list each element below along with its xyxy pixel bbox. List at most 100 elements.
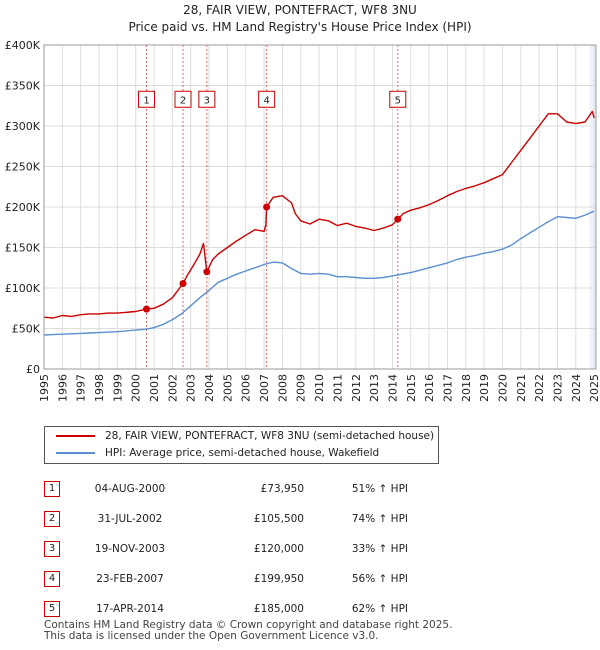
legend-swatch-hpi: [56, 452, 95, 454]
sale-hpi-change: 51% ↑ HPI: [351, 483, 408, 495]
x-tick-label: 2024: [570, 374, 583, 402]
x-tick-label: 1999: [111, 374, 124, 402]
sale-date: 23-FEB-2007: [96, 573, 164, 585]
x-tick-label: 1998: [93, 374, 106, 402]
sale-date: 04-AUG-2000: [94, 483, 166, 495]
sale-number-badge: 4: [44, 571, 60, 587]
x-tick-label: 2011: [331, 374, 344, 402]
sale-marker-label: 2: [180, 95, 186, 106]
sale-number-cell: 1: [44, 474, 72, 504]
y-tick-label: £250K: [5, 161, 41, 174]
sale-price: £73,950: [260, 483, 304, 495]
x-tick-label: 2010: [313, 374, 326, 402]
legend-swatch-property: [56, 435, 95, 437]
x-tick-label: 2005: [221, 374, 234, 402]
x-tick-label: 2009: [295, 374, 308, 402]
x-tick-label: 2017: [441, 374, 454, 402]
sale-number-badge: 2: [44, 511, 60, 527]
sale-marker-label: 3: [204, 95, 210, 106]
sale-price: £105,500: [253, 513, 304, 525]
sale-marker-badge: [258, 90, 276, 108]
sale-hpi-change: 56% ↑ HPI: [351, 573, 408, 585]
y-tick-label: £0: [26, 363, 40, 376]
sales-table: 1 04-AUG-2000 £73,950 51% ↑ HPI 2 31-JUL-2002…: [44, 474, 408, 624]
sale-number-badge: 5: [44, 601, 60, 617]
sale-row: 1 04-AUG-2000 £73,950 51% ↑ HPI: [44, 474, 408, 504]
footer-copyright: Contains HM Land Registry data © Crown c…: [44, 619, 453, 631]
x-tick-label: 2020: [496, 374, 509, 402]
x-tick-label: 2001: [148, 374, 161, 402]
x-tick-label: 2023: [551, 374, 564, 402]
sale-number-cell: 2: [44, 504, 72, 534]
y-tick-label: £50K: [12, 323, 41, 336]
sale-number-badge: 3: [44, 541, 60, 557]
footer: Contains HM Land Registry data © Crown c…: [44, 620, 452, 642]
sale-marker-badge: [198, 90, 216, 108]
legend-item-property: 28, FAIR VIEW, PONTEFRACT, WF8 3NU (semi…: [45, 428, 434, 444]
sale-price: £199,950: [253, 573, 304, 585]
sale-marker-badge: [174, 90, 192, 108]
sale-row: 5 17-APR-2014 £185,000 62% ↑ HPI: [44, 594, 408, 624]
sale-marker-badge: [138, 90, 156, 108]
sale-number-badge: 1: [44, 481, 60, 497]
y-tick-label: £400K: [5, 39, 41, 52]
sale-date: 19-NOV-2003: [94, 543, 166, 555]
legend-label-property: 28, FAIR VIEW, PONTEFRACT, WF8 3NU (semi…: [105, 430, 435, 442]
sale-point: [179, 280, 187, 288]
sale-date: 31-JUL-2002: [97, 513, 163, 525]
x-tick-label: 2000: [130, 374, 143, 402]
sale-point: [263, 203, 271, 211]
chart-title: 28, FAIR VIEW, PONTEFRACT, WF8 3NU: [183, 3, 417, 17]
x-tick-label: 2008: [276, 374, 289, 402]
sale-row: 4 23-FEB-2007 £199,950 56% ↑ HPI: [44, 564, 408, 594]
sale-point: [394, 215, 402, 223]
y-tick-label: £200K: [5, 201, 41, 214]
x-tick-label: 1995: [38, 374, 51, 402]
x-tick-label: 2018: [460, 374, 473, 402]
hpi-line: [43, 210, 595, 336]
x-tick-label: 2019: [478, 374, 491, 402]
x-tick-label: 2007: [258, 374, 271, 402]
legend-label-hpi: HPI: Average price, semi-detached house,…: [105, 447, 380, 459]
sale-number-cell: 5: [44, 594, 72, 624]
plot-frame: [43, 44, 597, 370]
x-tick-label: 2012: [350, 374, 363, 402]
x-tick-label: 2014: [386, 374, 399, 402]
y-tick-label: £100K: [5, 282, 41, 295]
price-chart: £0 £50K £100K £150K £200K £250K £300K £350K £400…: [5, 39, 600, 402]
sale-number-cell: 3: [44, 534, 72, 564]
sale-marker-label: 5: [395, 95, 401, 106]
sale-row: 3 19-NOV-2003 £120,000 33% ↑ HPI: [44, 534, 408, 564]
y-tick-label: £150K: [5, 242, 41, 255]
sale-point: [143, 305, 151, 313]
sale-hpi-change: 33% ↑ HPI: [351, 543, 408, 555]
sale-hpi-change: 74% ↑ HPI: [351, 513, 408, 525]
chart-legend: 28, FAIR VIEW, PONTEFRACT, WF8 3NU (semi…: [44, 426, 439, 464]
sale-marker-label: 4: [263, 95, 269, 106]
x-tick-label: 2004: [203, 374, 216, 402]
x-tick-label: 2002: [166, 374, 179, 402]
x-tick-label: 1996: [56, 374, 69, 402]
sale-date: 17-APR-2014: [96, 603, 164, 615]
x-tick-label: 2016: [423, 374, 436, 402]
x-tick-label: 2013: [368, 374, 381, 402]
x-tick-label: 2003: [185, 374, 198, 402]
sale-row: 2 31-JUL-2002 £105,500 74% ↑ HPI: [44, 504, 408, 534]
x-tick-label: 2015: [405, 374, 418, 402]
sale-marker-label: 1: [143, 95, 149, 106]
sale-price: £120,000: [253, 543, 304, 555]
x-tick-label: 2021: [515, 374, 528, 402]
x-tick-label: 2006: [240, 374, 253, 402]
x-tick-label: 2022: [533, 374, 546, 402]
x-tick-label: 1997: [75, 374, 88, 402]
sale-hpi-change: 62% ↑ HPI: [351, 603, 408, 615]
sale-number-cell: 4: [44, 564, 72, 594]
footer-licence: This data is licensed under the Open Gov…: [44, 630, 379, 642]
sale-price: £185,000: [253, 603, 304, 615]
legend-item-hpi: HPI: Average price, semi-detached house,…: [45, 445, 379, 461]
chart-subtitle: Price paid vs. HM Land Registry's House …: [128, 20, 472, 34]
sale-point: [203, 268, 211, 276]
y-tick-label: £300K: [5, 120, 41, 133]
x-tick-label: 2025: [588, 374, 600, 402]
sale-marker-badge: [389, 90, 407, 108]
